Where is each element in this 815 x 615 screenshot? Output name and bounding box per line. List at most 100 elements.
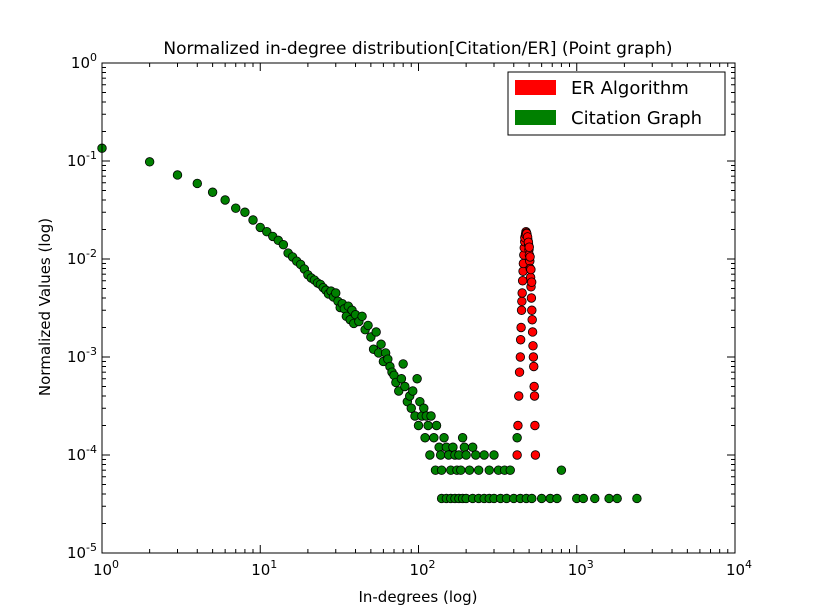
data-point-citation-graph [376, 339, 386, 349]
data-point-citation-graph [278, 239, 289, 250]
data-point-er-algorithm [515, 335, 526, 345]
data-point-citation-graph [144, 157, 155, 167]
data-points [97, 143, 642, 504]
data-point-er-algorithm [512, 450, 522, 460]
data-point-er-algorithm [517, 276, 528, 286]
data-point-citation-graph [479, 450, 489, 460]
data-point-citation-graph [371, 327, 381, 337]
data-point-er-algorithm [527, 327, 538, 337]
legend: ER Algorithm Citation Graph [507, 71, 726, 136]
data-point-citation-graph [464, 465, 475, 475]
y-tick-label: 10-5 [67, 541, 97, 562]
data-point-er-algorithm [517, 288, 527, 298]
data-point-citation-graph [632, 493, 642, 504]
data-point-citation-graph [484, 465, 494, 475]
data-point-citation-graph [459, 442, 470, 452]
data-point-citation-graph [172, 170, 183, 180]
data-point-citation-graph [505, 465, 515, 475]
data-point-er-algorithm [529, 391, 540, 401]
data-point-er-algorithm [530, 420, 540, 431]
legend-label-er-algorithm: ER Algorithm [571, 78, 689, 99]
data-point-er-algorithm [527, 315, 537, 325]
data-point-citation-graph [456, 465, 466, 475]
data-point-citation-graph [420, 433, 430, 443]
data-point-er-algorithm [527, 305, 537, 315]
data-point-citation-graph [590, 493, 600, 504]
data-point-er-algorithm [530, 450, 541, 460]
data-point-er-algorithm [514, 391, 524, 401]
data-point-citation-graph [527, 493, 537, 504]
data-point-citation-graph [406, 403, 416, 413]
x-tick-label: 102 [409, 558, 435, 579]
data-point-citation-graph [240, 207, 250, 217]
data-point-citation-graph [426, 411, 436, 421]
data-point-er-algorithm [528, 341, 538, 351]
data-point-er-algorithm [513, 420, 523, 431]
data-point-citation-graph [357, 311, 367, 322]
data-point-citation-graph [398, 359, 408, 369]
data-point-citation-graph [512, 433, 522, 443]
data-point-citation-graph [255, 222, 265, 233]
data-point-citation-graph [396, 374, 407, 384]
data-point-citation-graph [556, 465, 567, 475]
data-point-citation-graph [436, 465, 447, 475]
legend-label-citation-graph: Citation Graph [571, 108, 702, 129]
data-point-citation-graph [400, 381, 410, 392]
data-point-citation-graph [552, 493, 562, 504]
y-tick-label: 10-1 [67, 149, 97, 170]
data-point-citation-graph [248, 215, 258, 225]
data-point-citation-graph [473, 465, 484, 475]
data-point-citation-graph [192, 178, 202, 189]
data-point-er-algorithm [516, 305, 527, 315]
data-point-citation-graph [431, 420, 442, 431]
data-point-citation-graph [231, 203, 241, 213]
data-point-citation-graph [412, 374, 422, 384]
y-tick-label: 10-4 [67, 443, 97, 464]
data-point-er-algorithm [529, 381, 539, 392]
data-point-er-algorithm [526, 264, 536, 275]
data-point-citation-graph [207, 187, 218, 197]
data-point-citation-graph [419, 403, 429, 413]
data-point-citation-graph [448, 442, 458, 452]
x-tick-label: 101 [251, 558, 277, 579]
data-point-er-algorithm [526, 293, 537, 303]
data-point-citation-graph [423, 420, 433, 431]
data-point-er-algorithm [515, 352, 526, 362]
data-point-citation-graph [363, 320, 373, 331]
y-tick-label: 10-2 [67, 247, 97, 268]
data-point-er-algorithm [525, 252, 535, 262]
data-point-citation-graph [220, 195, 230, 205]
data-point-citation-graph [429, 433, 439, 443]
data-point-citation-graph [578, 493, 589, 504]
data-point-citation-graph [467, 442, 478, 452]
data-point-citation-graph [612, 493, 622, 504]
data-point-er-algorithm [524, 242, 534, 252]
x-tick-label: 104 [726, 558, 752, 579]
plot-frame [101, 62, 736, 554]
data-point-er-algorithm [528, 352, 539, 362]
y-axis-label: Normalized Values (log) [36, 218, 54, 396]
x-axis-label: In-degrees (log) [358, 588, 477, 606]
axis-ticks: 100 101 102 103 104 10-5 10-4 10-3 10-2 10-1 100 [67, 51, 752, 579]
data-point-er-algorithm [526, 277, 537, 287]
data-point-citation-graph [471, 450, 481, 460]
data-point-citation-graph [413, 420, 424, 431]
data-point-citation-graph [604, 493, 614, 504]
data-point-citation-graph [331, 288, 341, 298]
chart-title: Normalized in-degree distribution[Citati… [163, 39, 672, 59]
x-tick-label: 103 [568, 558, 594, 579]
data-point-citation-graph [489, 450, 499, 460]
data-point-er-algorithm [516, 322, 526, 333]
data-point-er-algorithm [529, 361, 539, 372]
x-tick-label: 100 [93, 558, 119, 579]
data-point-citation-graph [439, 433, 449, 443]
data-point-citation-graph [408, 386, 418, 396]
data-point-citation-graph [435, 450, 446, 460]
data-point-citation-graph [457, 433, 468, 443]
y-tick-label: 100 [71, 51, 97, 72]
data-point-er-algorithm [514, 367, 525, 377]
legend-swatch-citation-graph [515, 110, 556, 125]
data-point-citation-graph [425, 450, 435, 460]
y-tick-label: 10-3 [67, 345, 97, 366]
